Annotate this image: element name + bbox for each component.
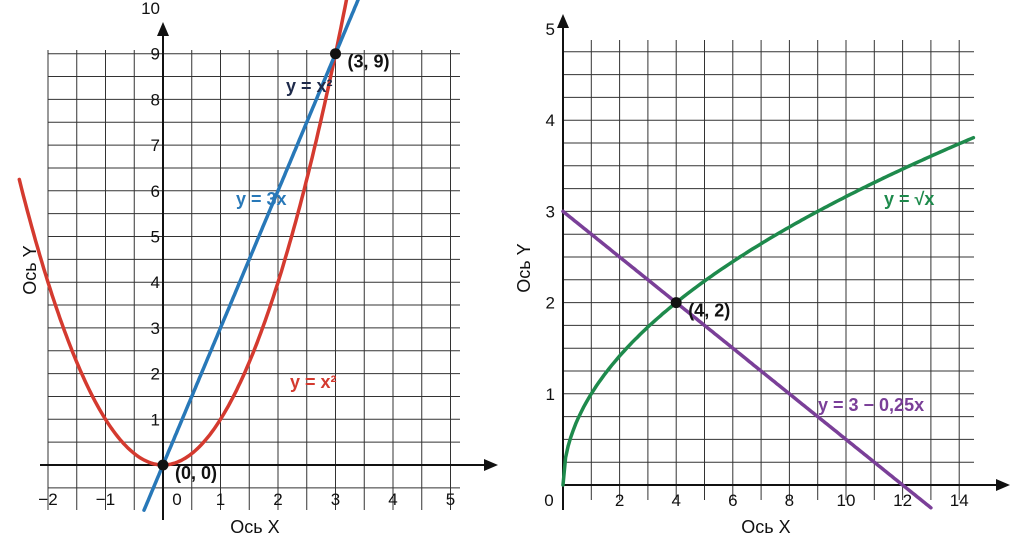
y-tick-label: 1 <box>151 410 160 429</box>
series-line <box>142 0 360 512</box>
x-tick-label: 12 <box>893 491 912 510</box>
left-annotation-x2: y = x² <box>290 372 337 392</box>
x-tick-label: 0 <box>544 491 553 510</box>
x-tick-label: 3 <box>331 490 340 509</box>
intersection-point <box>670 297 682 309</box>
right-points: (4, 2) <box>670 297 730 321</box>
y-tick-label: 5 <box>546 20 555 39</box>
right-x-tick-labels: 0 2 4 6 8 10 12 14 <box>544 491 968 510</box>
x-tick-label: −1 <box>96 490 115 509</box>
y-tick-label: 3 <box>546 202 555 221</box>
y-tick-label: 6 <box>151 182 160 201</box>
x-tick-label: 8 <box>785 491 794 510</box>
left-y-axis-label: Ось Y <box>20 245 40 294</box>
x-axis-arrow <box>484 459 498 471</box>
left-annotation-3x: y = 3x <box>236 189 287 209</box>
x-tick-label: −2 <box>38 490 57 509</box>
left-curves <box>17 0 360 512</box>
intersection-point <box>330 48 341 60</box>
right-y-tick-labels: 1 2 3 4 5 <box>546 20 555 404</box>
right-axes <box>557 14 1010 510</box>
y-tick-label: 2 <box>151 365 160 384</box>
left-x-axis-label: Ось X <box>230 517 279 537</box>
x-tick-label: 6 <box>728 491 737 510</box>
y-tick-label: 2 <box>546 294 555 313</box>
right-grid <box>562 40 974 500</box>
x-tick-label: 4 <box>671 491 680 510</box>
right-annotation-linear: y = 3 − 0,25x <box>818 395 924 415</box>
x-tick-label: 2 <box>273 490 282 509</box>
x-tick-label: 2 <box>615 491 624 510</box>
series-line <box>17 0 349 467</box>
right-y-axis-label: Ось Y <box>514 243 534 292</box>
y-tick-label: 7 <box>151 136 160 155</box>
y-tick-label: 4 <box>151 273 160 292</box>
series-line <box>561 209 933 510</box>
right-annotation-sqrt: y = √x <box>884 189 934 209</box>
point-label: (3, 9) <box>348 52 390 72</box>
left-chart: −2 −1 0 1 2 3 4 5 1 2 3 4 5 6 7 8 9 10 (0, 0) (3, 9) Ось … <box>17 0 498 537</box>
y-tick-label: 3 <box>151 319 160 338</box>
y-tick-label: 9 <box>151 45 160 64</box>
y-tick-label: 1 <box>546 385 555 404</box>
intersection-point <box>157 459 169 471</box>
left-annotation-top: y = x² <box>286 76 333 96</box>
left-points: (0, 0) (3, 9) <box>157 48 390 483</box>
y-tick-label: 8 <box>151 90 160 109</box>
left-x-tick-labels: −2 −1 0 1 2 3 4 5 <box>38 490 455 509</box>
y-tick-label: 4 <box>546 111 555 130</box>
right-x-axis-label: Ось X <box>741 517 790 537</box>
left-grid <box>47 50 460 510</box>
left-y-tick-labels: 1 2 3 4 5 6 7 8 9 10 <box>141 0 160 429</box>
point-label: (0, 0) <box>175 463 217 483</box>
y-tick-label: 10 <box>141 0 160 18</box>
x-tick-label: 5 <box>446 490 455 509</box>
x-tick-label: 4 <box>388 490 397 509</box>
x-tick-label: 1 <box>216 490 225 509</box>
series-line <box>561 135 976 487</box>
x-tick-label: 0 <box>172 490 181 509</box>
x-tick-label: 14 <box>950 491 969 510</box>
y-axis-arrow <box>557 14 569 28</box>
x-axis-arrow <box>996 479 1010 491</box>
left-axes <box>40 22 498 520</box>
right-curves <box>561 135 976 510</box>
point-label: (4, 2) <box>688 301 730 321</box>
y-tick-label: 5 <box>151 228 160 247</box>
x-tick-label: 10 <box>837 491 856 510</box>
y-axis-arrow <box>157 22 169 36</box>
